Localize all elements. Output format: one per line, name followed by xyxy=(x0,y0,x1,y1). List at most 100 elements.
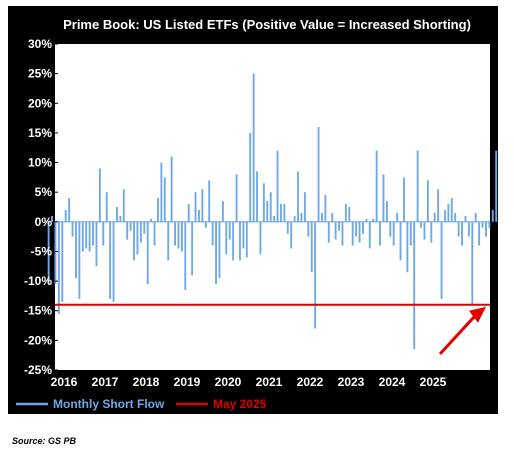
bar xyxy=(273,215,276,222)
bar xyxy=(232,221,235,261)
legend-label-may-2025: May 2025 xyxy=(213,397,267,411)
bar xyxy=(471,221,474,305)
bar xyxy=(481,221,484,228)
bar xyxy=(92,221,94,246)
bar xyxy=(269,192,272,222)
bar xyxy=(406,221,409,273)
bar xyxy=(218,221,221,279)
bar xyxy=(122,189,125,222)
bar xyxy=(143,221,146,234)
bar xyxy=(430,221,433,243)
y-tick-label: 20% xyxy=(28,96,52,110)
bar xyxy=(293,215,296,222)
bar xyxy=(208,180,211,222)
bar xyxy=(344,204,347,222)
x-tick-label: 2025 xyxy=(420,375,447,389)
y-tick-label: 15% xyxy=(28,126,52,140)
y-tick-label: 25% xyxy=(28,67,52,81)
bar xyxy=(413,221,416,350)
bar xyxy=(81,221,84,252)
bar xyxy=(416,150,419,222)
bar xyxy=(239,221,241,261)
bar xyxy=(321,212,323,222)
bar xyxy=(351,221,354,246)
x-tick-label: 2022 xyxy=(297,375,324,389)
bar xyxy=(300,212,303,222)
bar xyxy=(283,204,286,222)
bar xyxy=(379,221,381,246)
bar xyxy=(437,189,440,222)
bar xyxy=(409,221,412,246)
bar xyxy=(426,180,429,222)
bar xyxy=(399,221,402,261)
bar xyxy=(85,221,88,249)
bar xyxy=(420,221,422,228)
bar xyxy=(365,218,368,222)
bar xyxy=(198,209,200,222)
bar xyxy=(488,221,491,228)
x-tick-label: 2020 xyxy=(215,375,242,389)
bar xyxy=(75,221,77,279)
chart-title: Prime Book: US Listed ETFs (Positive Val… xyxy=(63,17,471,32)
x-tick-label: 2018 xyxy=(133,375,160,389)
y-tick-label: 10% xyxy=(28,156,52,170)
bar xyxy=(423,221,426,240)
bar xyxy=(307,221,310,237)
bar xyxy=(375,150,378,222)
bar xyxy=(389,221,392,237)
bar xyxy=(297,171,299,222)
bar xyxy=(495,150,498,222)
bar xyxy=(146,221,149,285)
bar xyxy=(385,201,388,222)
y-axis-ticks: 30% 25% 20% 15% 10% 5% 0% -5% -10% -15% -20% -25% xyxy=(24,37,58,377)
bar xyxy=(314,221,317,329)
bar xyxy=(105,192,108,222)
y-tick-label: 30% xyxy=(28,37,52,51)
bar xyxy=(485,221,487,237)
bar xyxy=(163,177,166,222)
y-tick-label: -5% xyxy=(31,244,53,258)
bar xyxy=(71,221,74,237)
bar xyxy=(334,221,337,240)
bar xyxy=(396,212,399,222)
bar xyxy=(102,221,105,246)
bar xyxy=(68,198,71,222)
bar xyxy=(98,168,101,222)
bar xyxy=(444,209,446,222)
x-tick-label: 2021 xyxy=(256,375,283,389)
bar xyxy=(64,209,67,222)
x-tick-label: 2023 xyxy=(338,375,365,389)
bar xyxy=(348,207,351,222)
chart-svg: Prime Book: US Listed ETFs (Positive Val… xyxy=(16,17,498,411)
bar xyxy=(317,126,320,222)
bar xyxy=(133,221,135,261)
bar xyxy=(457,221,460,237)
bar xyxy=(119,215,122,222)
bar xyxy=(215,221,217,285)
bar xyxy=(338,221,340,231)
bar xyxy=(440,221,443,299)
bar xyxy=(221,201,224,222)
bar xyxy=(109,221,112,299)
bar xyxy=(245,221,248,258)
bar xyxy=(157,198,159,222)
bar xyxy=(136,221,139,255)
bar xyxy=(266,201,269,222)
bar xyxy=(392,221,395,246)
bar xyxy=(129,221,132,231)
bar xyxy=(194,192,197,222)
x-tick-label: 2016 xyxy=(51,375,78,389)
bar xyxy=(478,221,481,246)
bar xyxy=(61,221,64,302)
bar xyxy=(174,221,176,246)
bar xyxy=(242,221,245,249)
bar xyxy=(177,221,180,249)
bar xyxy=(491,209,494,222)
bar xyxy=(341,221,344,246)
bar xyxy=(170,156,173,222)
bar xyxy=(211,221,214,246)
bar xyxy=(78,221,81,299)
bar xyxy=(191,221,194,276)
bar xyxy=(95,221,98,267)
bar xyxy=(467,221,470,237)
